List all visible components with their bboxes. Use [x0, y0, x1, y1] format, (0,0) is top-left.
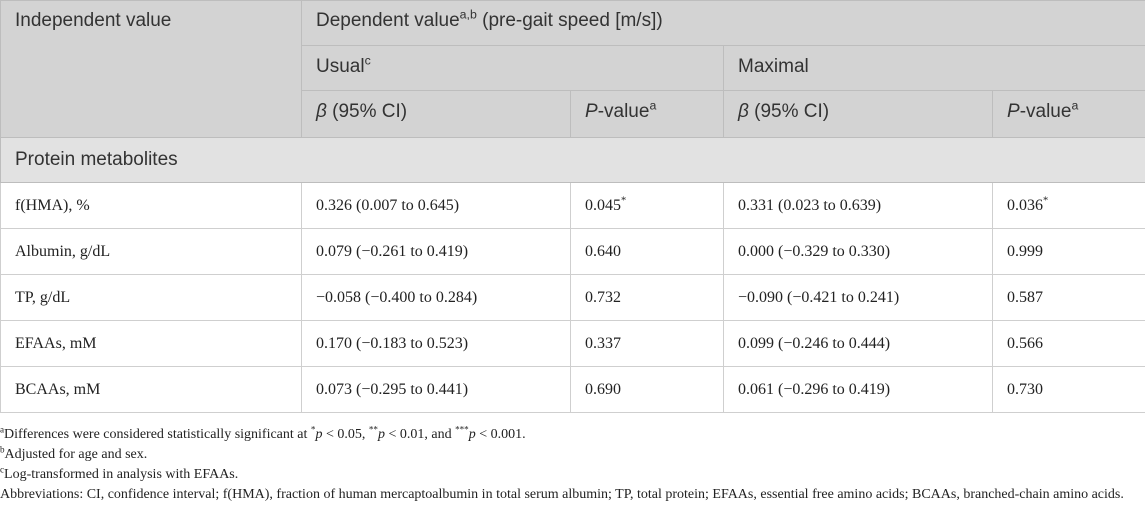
footnote-abbreviations: Abbreviations: CI, confidence interval; … — [0, 487, 1124, 502]
table-row: BCAAs, mM 0.073 (−0.295 to 0.441) 0.690 … — [0, 366, 1145, 413]
maximal-p: 0.999 — [992, 228, 1145, 275]
independent-value-header: Independent value — [0, 0, 302, 138]
usual-header: Usualc — [301, 45, 724, 91]
maximal-header: Maximal — [723, 45, 1145, 91]
footnote-a: aDifferences were considered statistical… — [0, 424, 526, 442]
maximal-beta: −0.090 (−0.421 to 0.241) — [723, 274, 993, 321]
row-label: TP, g/dL — [0, 274, 302, 321]
maximal-beta-header: β (95% CI) — [723, 90, 993, 138]
section-protein-metabolites: Protein metabolites — [0, 137, 1145, 183]
row-label: f(HMA), % — [0, 182, 302, 229]
usual-beta: 0.170 (−0.183 to 0.523) — [301, 320, 571, 367]
usual-beta-header: β (95% CI) — [301, 90, 571, 138]
usual-beta: 0.073 (−0.295 to 0.441) — [301, 366, 571, 413]
row-label: Albumin, g/dL — [0, 228, 302, 275]
maximal-p: 0.566 — [992, 320, 1145, 367]
maximal-p: 0.036* — [992, 182, 1145, 229]
maximal-beta: 0.061 (−0.296 to 0.419) — [723, 366, 993, 413]
maximal-beta: 0.000 (−0.329 to 0.330) — [723, 228, 993, 275]
table-row: TP, g/dL −0.058 (−0.400 to 0.284) 0.732 … — [0, 274, 1145, 321]
usual-p: 0.045* — [570, 182, 724, 229]
usual-beta: 0.326 (0.007 to 0.645) — [301, 182, 571, 229]
row-label: EFAAs, mM — [0, 320, 302, 367]
table-footnotes: aDifferences were considered statistical… — [0, 413, 1145, 505]
usual-beta: −0.058 (−0.400 to 0.284) — [301, 274, 571, 321]
usual-p-header: P-valuea — [570, 90, 724, 138]
results-table: Independent value Dependent valuea,b (pr… — [0, 0, 1145, 413]
table-row: f(HMA), % 0.326 (0.007 to 0.645) 0.045* … — [0, 182, 1145, 229]
maximal-beta: 0.099 (−0.246 to 0.444) — [723, 320, 993, 367]
row-label: BCAAs, mM — [0, 366, 302, 413]
usual-p: 0.640 — [570, 228, 724, 275]
maximal-p: 0.587 — [992, 274, 1145, 321]
table-row: EFAAs, mM 0.170 (−0.183 to 0.523) 0.337 … — [0, 320, 1145, 367]
dependent-value-header: Dependent valuea,b (pre-gait speed [m/s]… — [301, 0, 1145, 46]
footnote-c: cLog-transformed in analysis with EFAAs. — [0, 464, 239, 482]
footnote-b: bAdjusted for age and sex. — [0, 444, 148, 462]
usual-beta: 0.079 (−0.261 to 0.419) — [301, 228, 571, 275]
table-row: Albumin, g/dL 0.079 (−0.261 to 0.419) 0.… — [0, 228, 1145, 275]
maximal-p-header: P-valuea — [992, 90, 1145, 138]
usual-p: 0.690 — [570, 366, 724, 413]
usual-p: 0.732 — [570, 274, 724, 321]
usual-p: 0.337 — [570, 320, 724, 367]
maximal-p: 0.730 — [992, 366, 1145, 413]
maximal-beta: 0.331 (0.023 to 0.639) — [723, 182, 993, 229]
